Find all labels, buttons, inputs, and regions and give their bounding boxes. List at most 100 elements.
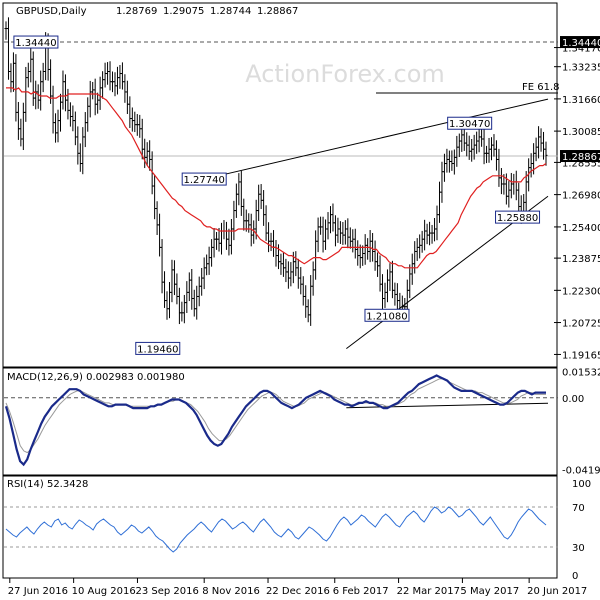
price-bar bbox=[368, 230, 372, 263]
price-bar bbox=[272, 230, 276, 257]
price-annotation: 1.21080 bbox=[364, 308, 410, 322]
date-axis-label: 22 Mar 2017 bbox=[397, 586, 460, 597]
price-bar bbox=[130, 107, 134, 132]
price-bar bbox=[482, 127, 486, 165]
price-bar bbox=[167, 282, 171, 319]
macd-axis-label: -0.041957 bbox=[562, 466, 600, 477]
price-bar bbox=[514, 170, 518, 201]
price-bar bbox=[509, 172, 513, 199]
price-bar bbox=[19, 118, 23, 147]
price-bar bbox=[165, 291, 169, 320]
price-bar bbox=[103, 62, 107, 88]
price-bar bbox=[106, 62, 110, 85]
price-bar bbox=[24, 66, 28, 122]
date-axis-label: 6 Feb 2017 bbox=[333, 586, 389, 597]
price-bar bbox=[86, 97, 90, 132]
date-axis-label: 23 Sep 2016 bbox=[135, 586, 198, 597]
header-symbol: GBPUSD,Daily bbox=[16, 6, 87, 17]
price-bar bbox=[81, 127, 85, 175]
price-bar bbox=[259, 184, 263, 210]
price-bar bbox=[232, 200, 236, 241]
price-bar bbox=[388, 263, 392, 291]
price-bar bbox=[83, 112, 87, 148]
price-bar bbox=[410, 253, 414, 285]
price-bar bbox=[455, 135, 459, 167]
price-bar bbox=[423, 219, 427, 251]
date-axis-label: 27 Jun 2016 bbox=[8, 586, 68, 597]
price-bar bbox=[309, 275, 313, 326]
price-bar bbox=[56, 109, 60, 143]
price-bar bbox=[425, 223, 429, 245]
date-axis-label: 5 May 2017 bbox=[460, 586, 519, 597]
price-bar bbox=[324, 219, 328, 250]
price-bar bbox=[363, 234, 367, 265]
price-bar bbox=[487, 137, 491, 163]
price-annotation-box bbox=[13, 35, 59, 49]
price-annotation-box bbox=[135, 341, 181, 355]
price-bar bbox=[430, 224, 434, 244]
price-bar bbox=[29, 48, 33, 83]
date-axis-label: 10 Aug 2016 bbox=[72, 586, 136, 597]
header-high: 1.29075 bbox=[163, 6, 204, 17]
price-bar bbox=[534, 137, 538, 162]
price-bar bbox=[192, 289, 196, 317]
price-bar bbox=[58, 93, 62, 132]
ref-price-label: 1.34440 bbox=[562, 38, 600, 49]
price-bar bbox=[371, 232, 375, 262]
price-bar bbox=[63, 74, 67, 112]
price-bar bbox=[61, 70, 65, 110]
price-bar bbox=[366, 238, 370, 260]
ref-price-box bbox=[560, 36, 600, 49]
price-bar bbox=[336, 217, 340, 243]
price-bar bbox=[267, 222, 271, 253]
price-bar bbox=[197, 276, 201, 307]
price-bar bbox=[113, 72, 117, 97]
price-bar bbox=[326, 212, 330, 240]
fib-projection-label: FE 61.8 bbox=[522, 82, 560, 93]
price-bar bbox=[351, 229, 355, 253]
macd-line bbox=[4, 374, 546, 467]
price-bar bbox=[475, 131, 479, 154]
price-bar bbox=[286, 261, 290, 289]
price-bar bbox=[485, 145, 489, 164]
rsi-panel-frame bbox=[2, 475, 558, 579]
price-bar bbox=[356, 240, 360, 266]
header-low: 1.28744 bbox=[210, 6, 251, 17]
price-bar bbox=[442, 153, 446, 182]
price-bar bbox=[247, 213, 251, 233]
price-axis-label: 1.25400 bbox=[562, 223, 600, 234]
macd-series bbox=[4, 374, 546, 467]
price-bars bbox=[4, 17, 548, 326]
price-annotation: 1.27740 bbox=[181, 172, 227, 186]
price-bar bbox=[76, 126, 80, 165]
price-annotation-box bbox=[447, 116, 493, 130]
price-bar bbox=[348, 227, 352, 249]
price-bar bbox=[499, 168, 503, 195]
price-annotation: 1.30470 bbox=[447, 116, 493, 130]
reference-lines: FE 61.8 bbox=[4, 41, 560, 548]
rsi-series bbox=[5, 506, 547, 553]
price-bar bbox=[78, 143, 82, 172]
price-bar bbox=[115, 66, 119, 95]
price-bar bbox=[311, 261, 315, 296]
price-trendline-1 bbox=[204, 98, 549, 180]
price-annotations: 1.34440 1.27740 1.30470 1.25880 1.21080 1.194… bbox=[13, 35, 541, 355]
price-bar bbox=[433, 217, 437, 242]
price-bar bbox=[316, 217, 320, 253]
price-bar bbox=[376, 252, 380, 277]
price-bar bbox=[480, 128, 484, 147]
macd-panel-frame bbox=[2, 367, 558, 476]
price-bar bbox=[6, 17, 10, 80]
price-bar bbox=[128, 96, 132, 128]
price-bar bbox=[123, 74, 127, 103]
price-bar bbox=[210, 239, 214, 267]
price-bar bbox=[21, 102, 25, 151]
price-bar bbox=[195, 285, 199, 320]
price-bar bbox=[465, 132, 469, 157]
price-bar bbox=[96, 92, 100, 114]
price-bar bbox=[158, 213, 162, 257]
price-bar bbox=[299, 267, 303, 295]
axis-labels: 1.19165 1.20725 1.22300 1.23875 1.25400 1.269… bbox=[8, 36, 600, 597]
rsi-axis-label: 0 bbox=[572, 571, 578, 582]
price-bar bbox=[133, 111, 137, 133]
